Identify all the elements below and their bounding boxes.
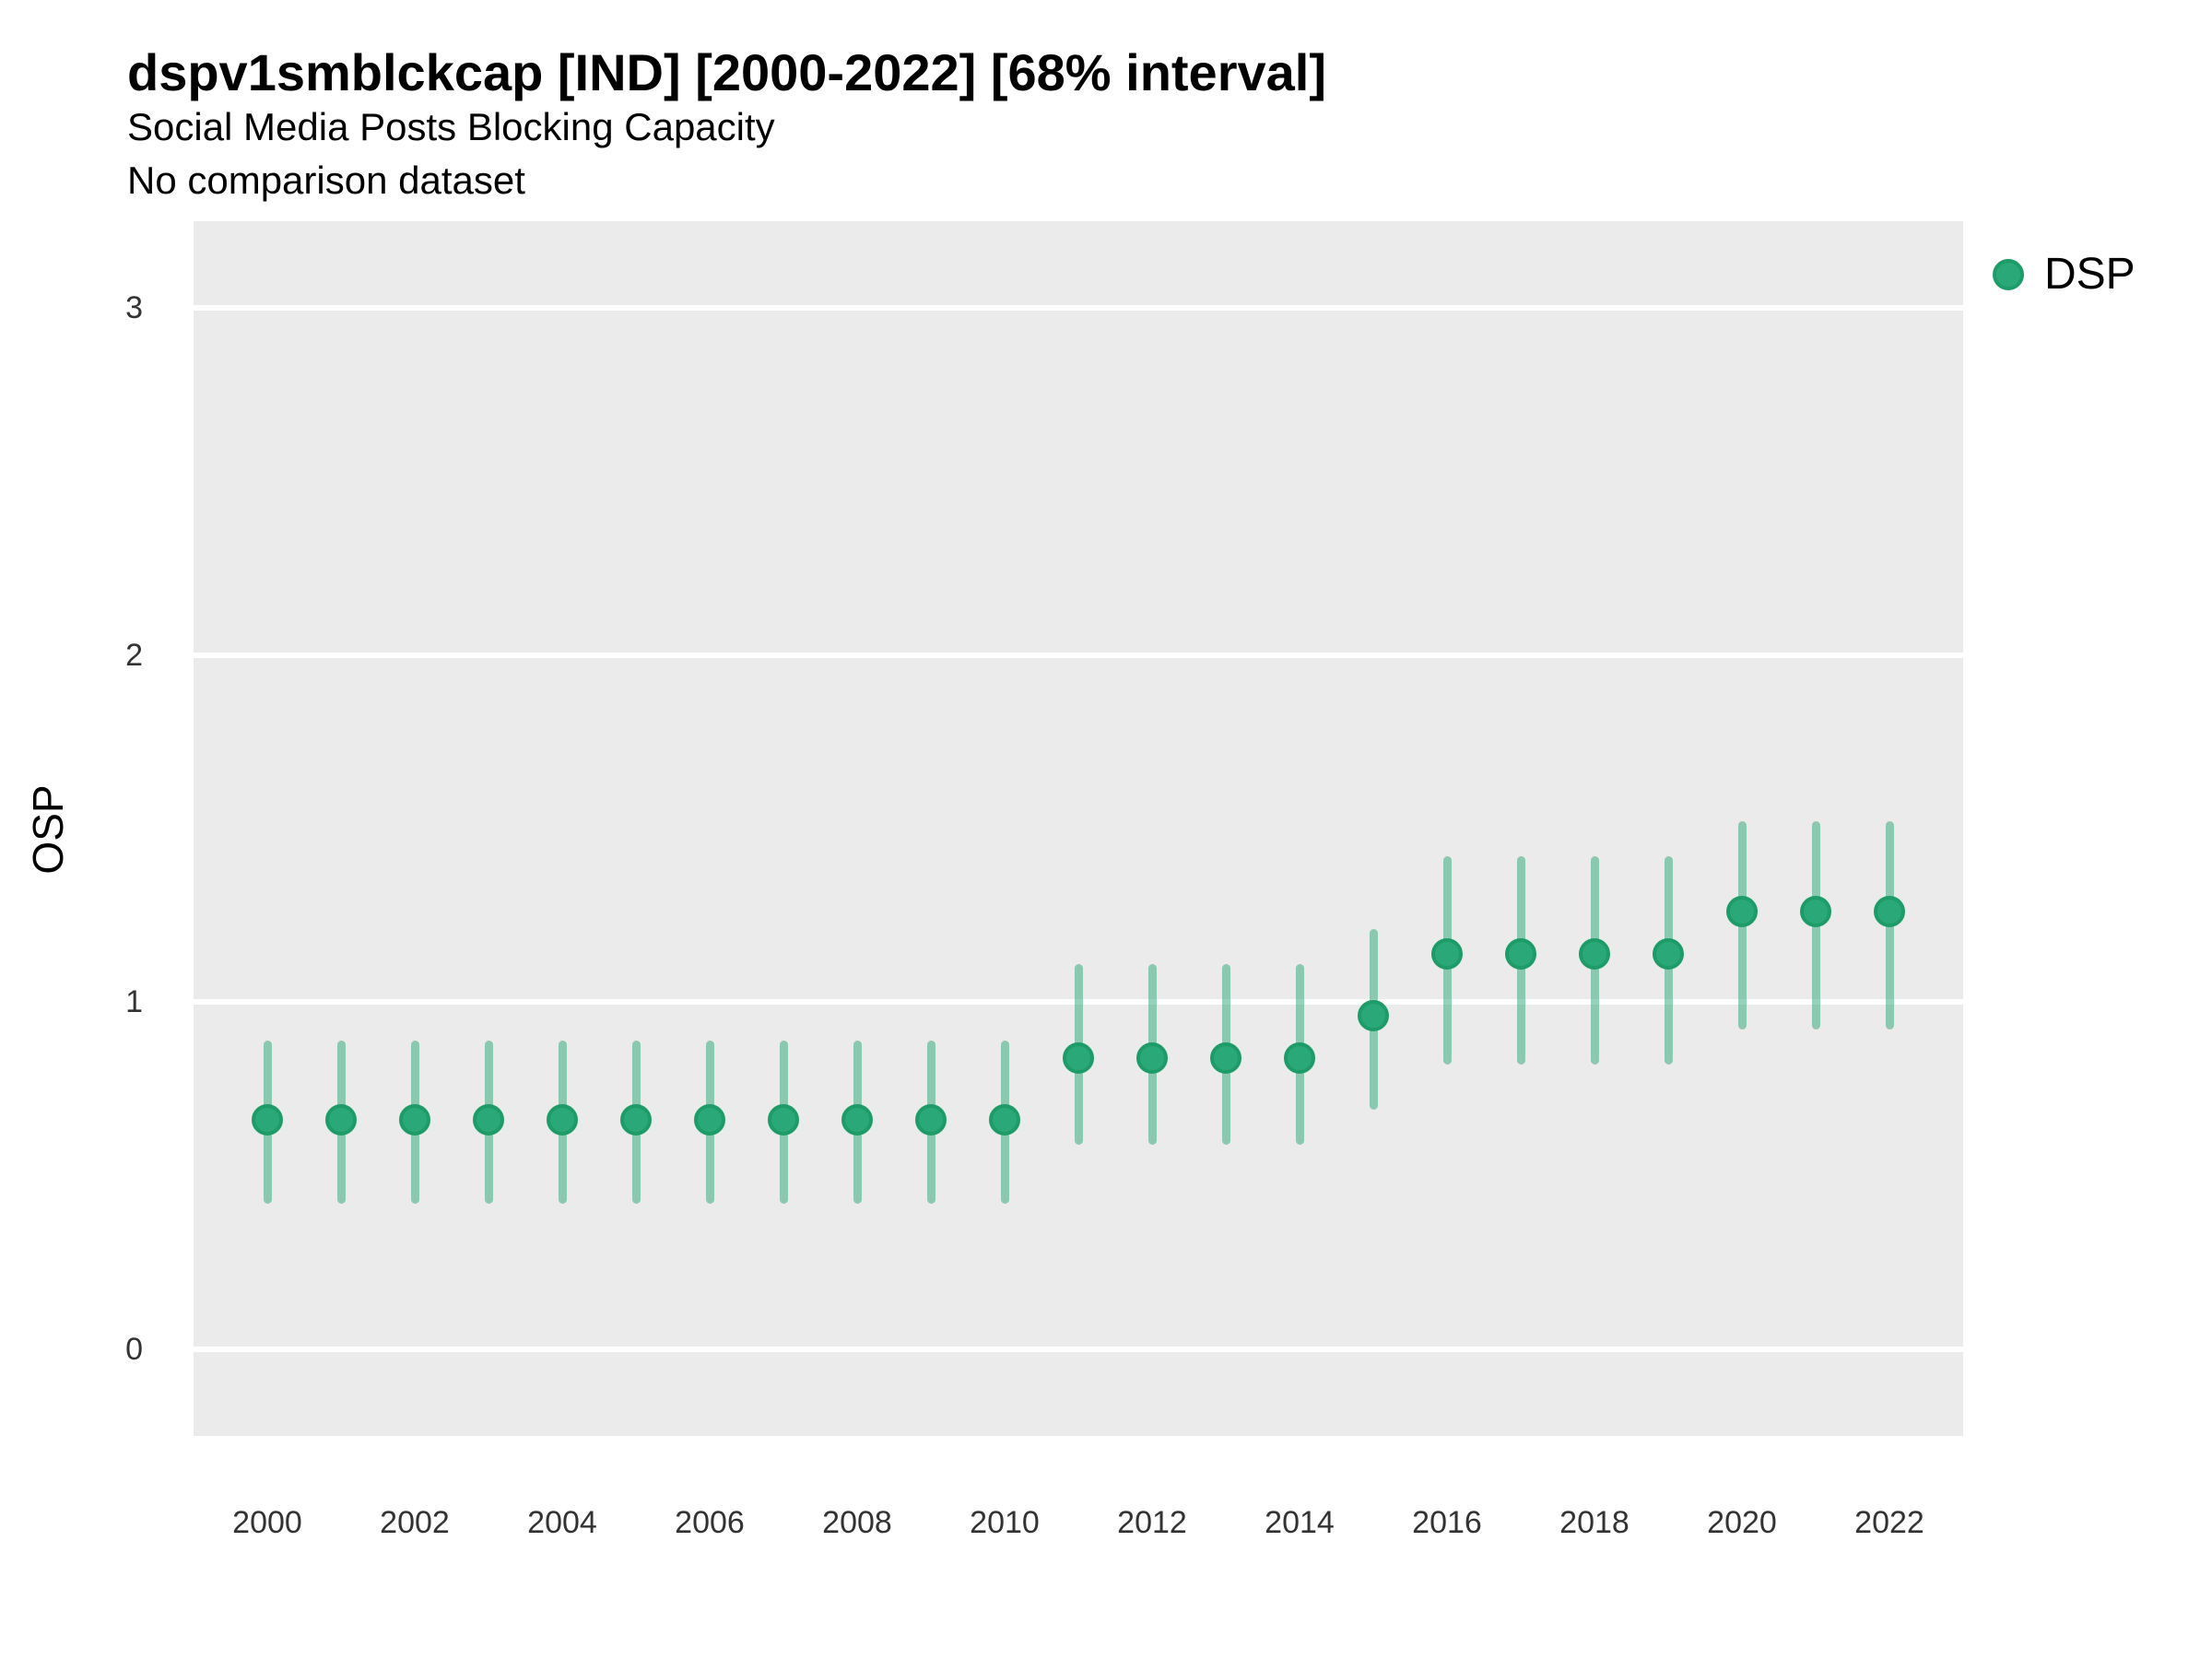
point-2004 [547, 1104, 578, 1136]
plot-panel [194, 221, 1963, 1436]
point-2022 [1874, 896, 1905, 928]
x-tick-label-2000: 2000 [232, 1505, 302, 1540]
x-tick-label-2006: 2006 [675, 1505, 745, 1540]
x-tick-label-2010: 2010 [970, 1505, 1040, 1540]
x-tick-label-2016: 2016 [1412, 1505, 1482, 1540]
x-tick-label-2008: 2008 [822, 1505, 892, 1540]
point-2014 [1284, 1041, 1315, 1074]
point-2016 [1431, 937, 1463, 970]
point-2015 [1358, 1000, 1389, 1032]
legend-point-icon [1993, 259, 2024, 290]
chart-caption: No comparison dataset [127, 159, 525, 202]
gridline-y-2 [194, 652, 1963, 658]
y-tick-label-2: 2 [125, 637, 143, 673]
gridline-y-3 [194, 305, 1963, 312]
x-tick-label-2002: 2002 [380, 1505, 450, 1540]
y-tick-label-0: 0 [125, 1331, 143, 1367]
point-2009 [915, 1104, 947, 1136]
point-2013 [1210, 1041, 1241, 1074]
x-tick-label-2020: 2020 [1707, 1505, 1777, 1540]
point-2018 [1579, 937, 1610, 970]
point-2008 [841, 1104, 873, 1136]
y-tick-label-3: 3 [125, 290, 143, 326]
y-tick-label-1: 1 [125, 984, 143, 1020]
point-2002 [399, 1104, 430, 1136]
point-2010 [989, 1104, 1020, 1136]
point-2017 [1505, 937, 1536, 970]
x-tick-label-2014: 2014 [1265, 1505, 1335, 1540]
legend-label: DSP [2044, 250, 2136, 299]
point-2005 [620, 1104, 652, 1136]
x-tick-label-2022: 2022 [1854, 1505, 1924, 1540]
point-2011 [1063, 1041, 1094, 1074]
point-2006 [694, 1104, 725, 1136]
x-tick-label-2004: 2004 [527, 1505, 597, 1540]
point-2019 [1653, 937, 1684, 970]
legend: DSP [1993, 251, 2136, 299]
point-2001 [325, 1104, 357, 1136]
point-2012 [1136, 1041, 1168, 1074]
x-tick-label-2018: 2018 [1559, 1505, 1630, 1540]
point-2000 [252, 1104, 283, 1136]
point-2003 [473, 1104, 504, 1136]
x-tick-label-2012: 2012 [1117, 1505, 1187, 1540]
point-2020 [1726, 896, 1758, 928]
chart-subtitle: Social Media Posts Blocking Capacity [127, 105, 775, 148]
point-2021 [1800, 896, 1831, 928]
chart-title: dspv1smblckcap [IND] [2000-2022] [68% in… [127, 43, 1326, 101]
point-2007 [768, 1104, 799, 1136]
gridline-y-0 [194, 1346, 1963, 1352]
y-axis-label: OSP [24, 784, 72, 875]
